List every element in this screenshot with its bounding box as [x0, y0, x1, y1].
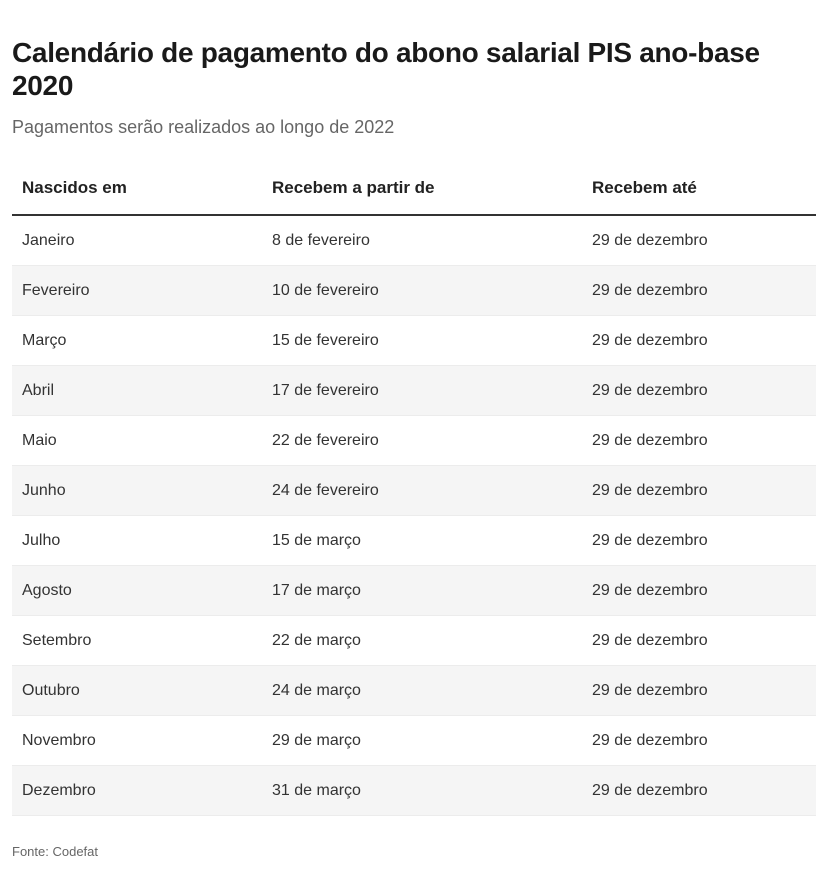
table-row: Março 15 de fevereiro 29 de dezembro [12, 315, 816, 366]
table-row: Outubro 24 de março 29 de dezembro [12, 665, 816, 716]
source-note: Fonte: Codefat [12, 844, 98, 859]
cell-birth-month: Julho [12, 515, 272, 566]
cell-end-date: 29 de dezembro [592, 715, 816, 766]
cell-end-date: 29 de dezembro [592, 515, 816, 566]
cell-start-date: 22 de fevereiro [272, 415, 592, 466]
cell-birth-month: Abril [12, 365, 272, 416]
chart-container: Calendário de pagamento do abono salaria… [12, 0, 816, 859]
cell-start-date: 31 de março [272, 765, 592, 816]
cell-birth-month: Maio [12, 415, 272, 466]
table-row: Dezembro 31 de março 29 de dezembro [12, 765, 816, 816]
table-row: Novembro 29 de março 29 de dezembro [12, 715, 816, 766]
cell-start-date: 17 de fevereiro [272, 365, 592, 416]
cell-start-date: 29 de março [272, 715, 592, 766]
cell-start-date: 22 de março [272, 615, 592, 666]
table-row: Maio 22 de fevereiro 29 de dezembro [12, 415, 816, 466]
cell-end-date: 29 de dezembro [592, 265, 816, 316]
cell-birth-month: Novembro [12, 715, 272, 766]
cell-birth-month: Março [12, 315, 272, 366]
cell-start-date: 8 de fevereiro [272, 215, 592, 266]
table-body: Janeiro 8 de fevereiro 29 de dezembro Fever… [12, 215, 816, 816]
chart-title: Calendário de pagamento do abono salaria… [12, 37, 760, 101]
cell-start-date: 17 de março [272, 565, 592, 616]
table-header-row: Nascidos em Recebem a partir de Recebem … [12, 164, 816, 216]
cell-end-date: 29 de dezembro [592, 665, 816, 716]
column-header-nascidos-em: Nascidos em [12, 164, 272, 216]
cell-end-date: 29 de dezembro [592, 365, 816, 416]
table-row: Junho 24 de fevereiro 29 de dezembro [12, 465, 816, 516]
cell-end-date: 29 de dezembro [592, 465, 816, 516]
chart-subtitle: Pagamentos serão realizados ao longo de … [12, 117, 395, 137]
table-row: Julho 15 de março 29 de dezembro [12, 515, 816, 566]
table-row: Abril 17 de fevereiro 29 de dezembro [12, 365, 816, 416]
cell-start-date: 24 de março [272, 665, 592, 716]
cell-end-date: 29 de dezembro [592, 415, 816, 466]
cell-end-date: 29 de dezembro [592, 565, 816, 616]
cell-birth-month: Dezembro [12, 765, 272, 816]
payment-calendar-table: Nascidos em Recebem a partir de Recebem … [12, 164, 816, 816]
cell-birth-month: Janeiro [12, 215, 272, 266]
column-header-recebem-ate: Recebem até [592, 164, 816, 216]
cell-birth-month: Outubro [12, 665, 272, 716]
table-row: Agosto 17 de março 29 de dezembro [12, 565, 816, 616]
cell-birth-month: Junho [12, 465, 272, 516]
cell-birth-month: Agosto [12, 565, 272, 616]
cell-end-date: 29 de dezembro [592, 215, 816, 266]
cell-birth-month: Fevereiro [12, 265, 272, 316]
cell-end-date: 29 de dezembro [592, 315, 816, 366]
cell-start-date: 10 de fevereiro [272, 265, 592, 316]
cell-start-date: 15 de fevereiro [272, 315, 592, 366]
cell-end-date: 29 de dezembro [592, 765, 816, 816]
table-header: Nascidos em Recebem a partir de Recebem … [12, 164, 816, 216]
cell-birth-month: Setembro [12, 615, 272, 666]
cell-end-date: 29 de dezembro [592, 615, 816, 666]
table-row: Setembro 22 de março 29 de dezembro [12, 615, 816, 666]
table-row: Janeiro 8 de fevereiro 29 de dezembro [12, 215, 816, 266]
column-header-recebem-a-partir-de: Recebem a partir de [272, 164, 592, 216]
table-row: Fevereiro 10 de fevereiro 29 de dezembro [12, 265, 816, 316]
cell-start-date: 15 de março [272, 515, 592, 566]
cell-start-date: 24 de fevereiro [272, 465, 592, 516]
